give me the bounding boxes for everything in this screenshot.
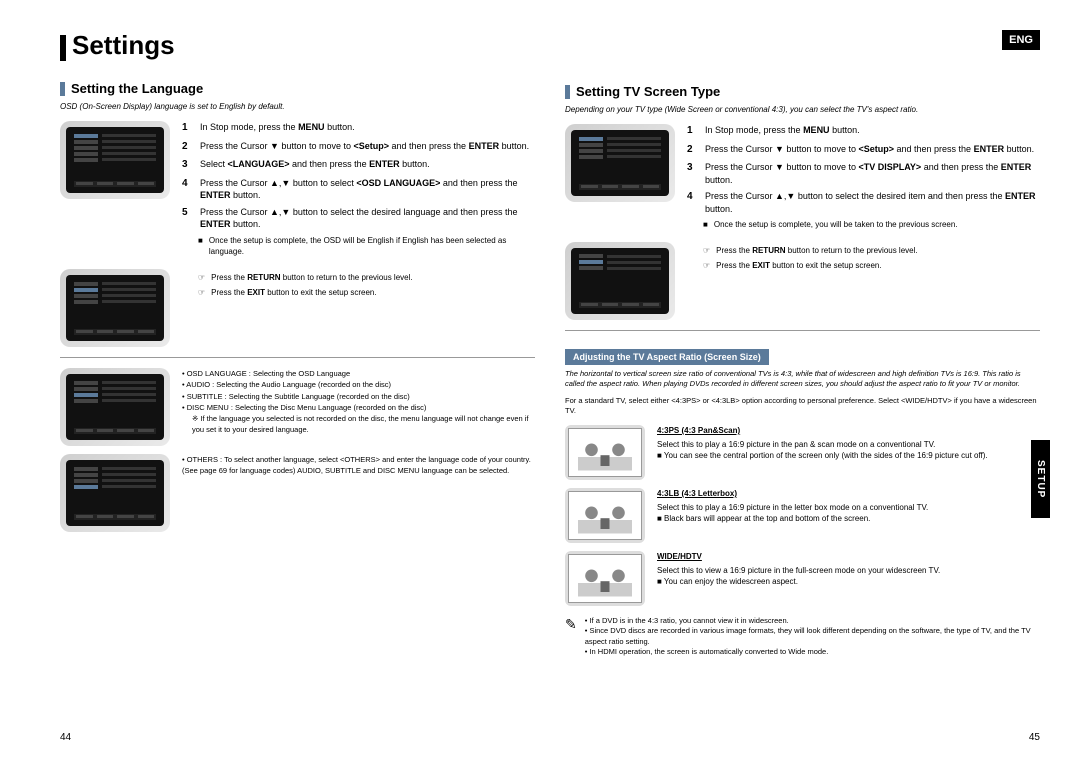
bullet-block: • OSD LANGUAGE : Selecting the OSD Langu…	[182, 368, 535, 446]
page-right: Setting TV Screen Type Depending on your…	[565, 30, 1040, 743]
title-bar-icon	[60, 35, 66, 61]
others-note: • OTHERS : To select another language, s…	[182, 454, 535, 532]
page-spread: Settings Setting the Language OSD (On-Sc…	[0, 0, 1080, 763]
main-title-text: Settings	[72, 30, 175, 60]
ratio-block: 4:3LB (4:3 Letterbox) Select this to play…	[657, 488, 1040, 543]
foot-note-box: ✎ • If a DVD is in the 4:3 ratio, you ca…	[565, 616, 1040, 658]
ratio-desc: Select this to view a 16:9 picture in th…	[657, 565, 1040, 577]
steps-block-1: 1 In Stop mode, press the MENU button. 2 Pr…	[182, 121, 535, 261]
left-heading: Setting the Language	[71, 81, 203, 96]
step-number: 1	[687, 124, 697, 139]
step-number: 5	[182, 206, 192, 231]
ratio-title: 4:3PS (4:3 Pan&Scan)	[657, 425, 1040, 437]
tv-thumb	[565, 124, 675, 202]
step-number: 3	[182, 158, 192, 173]
tv-thumb	[60, 454, 170, 532]
step-number: 4	[182, 177, 192, 202]
notes-block-1: ☞ Press the RETURN button to return to th…	[182, 269, 535, 347]
asterisk-icon: ※	[192, 414, 198, 423]
step-text: Press the Cursor ▲,▼ button to select th…	[705, 190, 1040, 215]
hand-icon: ☞	[703, 260, 710, 272]
step-number: 2	[687, 143, 697, 158]
note-icon: ✎	[565, 616, 577, 658]
complete-note: Once the setup is complete, you will be …	[714, 219, 958, 231]
hand-icon: ☞	[198, 287, 205, 299]
right-heading: Setting TV Screen Type	[576, 84, 720, 99]
page-number-right: 45	[1029, 732, 1040, 743]
notes-block-right: ☞ Press the RETURN button to return to th…	[687, 242, 1040, 320]
complete-note: Once the setup is complete, the OSD will…	[209, 235, 535, 258]
step-text: Press the Cursor ▼ button to move to <TV…	[705, 161, 1040, 186]
return-note: Press the RETURN button to return to the…	[716, 245, 917, 257]
step-text: In Stop mode, press the MENU button.	[200, 121, 355, 136]
ratio-title: WIDE/HDTV	[657, 551, 1040, 563]
left-section-head: Setting the Language	[60, 81, 535, 96]
step-text: Press the Cursor ▲,▼ button to select <O…	[200, 177, 535, 202]
bullet-subnote: ※ If the language you selected is not re…	[182, 413, 535, 436]
step-number: 1	[182, 121, 192, 136]
ratio-list: 4:3PS (4:3 Pan&Scan) Select this to play …	[565, 425, 1040, 606]
sub-intro: The horizontal to vertical screen size r…	[565, 369, 1040, 390]
step-text: Press the Cursor ▼ button to move to <Se…	[705, 143, 1034, 158]
step-text: Press the Cursor ▼ button to move to <Se…	[200, 140, 529, 155]
hand-icon: ☞	[703, 245, 710, 257]
divider	[565, 330, 1040, 331]
step-text: Select <LANGUAGE> and then press the ENT…	[200, 158, 430, 173]
sub-intro-2: For a standard TV, select either <4:3PS>…	[565, 396, 1040, 417]
step-number: 4	[687, 190, 697, 215]
ratio-note: ■ Black bars will appear at the top and …	[657, 513, 1040, 525]
square-icon: ■	[198, 235, 203, 258]
foot-notes: • If a DVD is in the 4:3 ratio, you cann…	[585, 616, 1040, 658]
step-number: 2	[182, 140, 192, 155]
exit-note: Press the EXIT button to exit the setup …	[716, 260, 881, 272]
ratio-thumb	[565, 551, 645, 606]
right-section-head: Setting TV Screen Type	[565, 84, 1040, 99]
section-bar-icon	[565, 85, 570, 99]
divider	[60, 357, 535, 358]
hand-icon: ☞	[198, 272, 205, 284]
bullet-item: • SUBTITLE : Selecting the Subtitle Lang…	[182, 391, 535, 402]
ratio-title: 4:3LB (4:3 Letterbox)	[657, 488, 1040, 500]
page-left: Settings Setting the Language OSD (On-Sc…	[60, 30, 535, 743]
right-intro: Depending on your TV type (Wide Screen o…	[565, 105, 1040, 114]
tv-thumb	[60, 121, 170, 199]
ratio-block: WIDE/HDTV Select this to view a 16:9 pict…	[657, 551, 1040, 606]
tv-thumb	[60, 368, 170, 446]
steps-block-right: 1 In Stop mode, press the MENU button. 2 Pr…	[687, 124, 1040, 234]
bullet-item: • AUDIO : Selecting the Audio Language (…	[182, 379, 535, 390]
ratio-desc: Select this to play a 16:9 picture in th…	[657, 502, 1040, 514]
sub-heading-bar: Adjusting the TV Aspect Ratio (Screen Si…	[565, 349, 769, 365]
step-number: 3	[687, 161, 697, 186]
page-number-left: 44	[60, 732, 71, 743]
main-title: Settings	[60, 30, 535, 61]
return-note: Press the RETURN button to return to the…	[211, 272, 412, 284]
section-bar-icon	[60, 82, 65, 96]
ratio-thumb	[565, 425, 645, 480]
ratio-thumb	[565, 488, 645, 543]
ratio-block: 4:3PS (4:3 Pan&Scan) Select this to play …	[657, 425, 1040, 480]
tv-thumb	[565, 242, 675, 320]
ratio-note: ■ You can enjoy the widescreen aspect.	[657, 576, 1040, 588]
exit-note: Press the EXIT button to exit the setup …	[211, 287, 376, 299]
ratio-desc: Select this to play a 16:9 picture in th…	[657, 439, 1040, 451]
ratio-note: ■ You can see the central portion of the…	[657, 450, 1040, 462]
step-text: In Stop mode, press the MENU button.	[705, 124, 860, 139]
left-intro: OSD (On-Screen Display) language is set …	[60, 102, 535, 111]
tv-thumb	[60, 269, 170, 347]
square-icon: ■	[703, 219, 708, 231]
foot-note-item: • If a DVD is in the 4:3 ratio, you cann…	[585, 616, 1040, 627]
step-text: Press the Cursor ▲,▼ button to select th…	[200, 206, 535, 231]
foot-note-item: • Since DVD discs are recorded in variou…	[585, 626, 1040, 647]
bullet-item: • OSD LANGUAGE : Selecting the OSD Langu…	[182, 368, 535, 379]
bullet-item: • DISC MENU : Selecting the Disc Menu La…	[182, 402, 535, 413]
foot-note-item: • In HDMI operation, the screen is autom…	[585, 647, 1040, 658]
